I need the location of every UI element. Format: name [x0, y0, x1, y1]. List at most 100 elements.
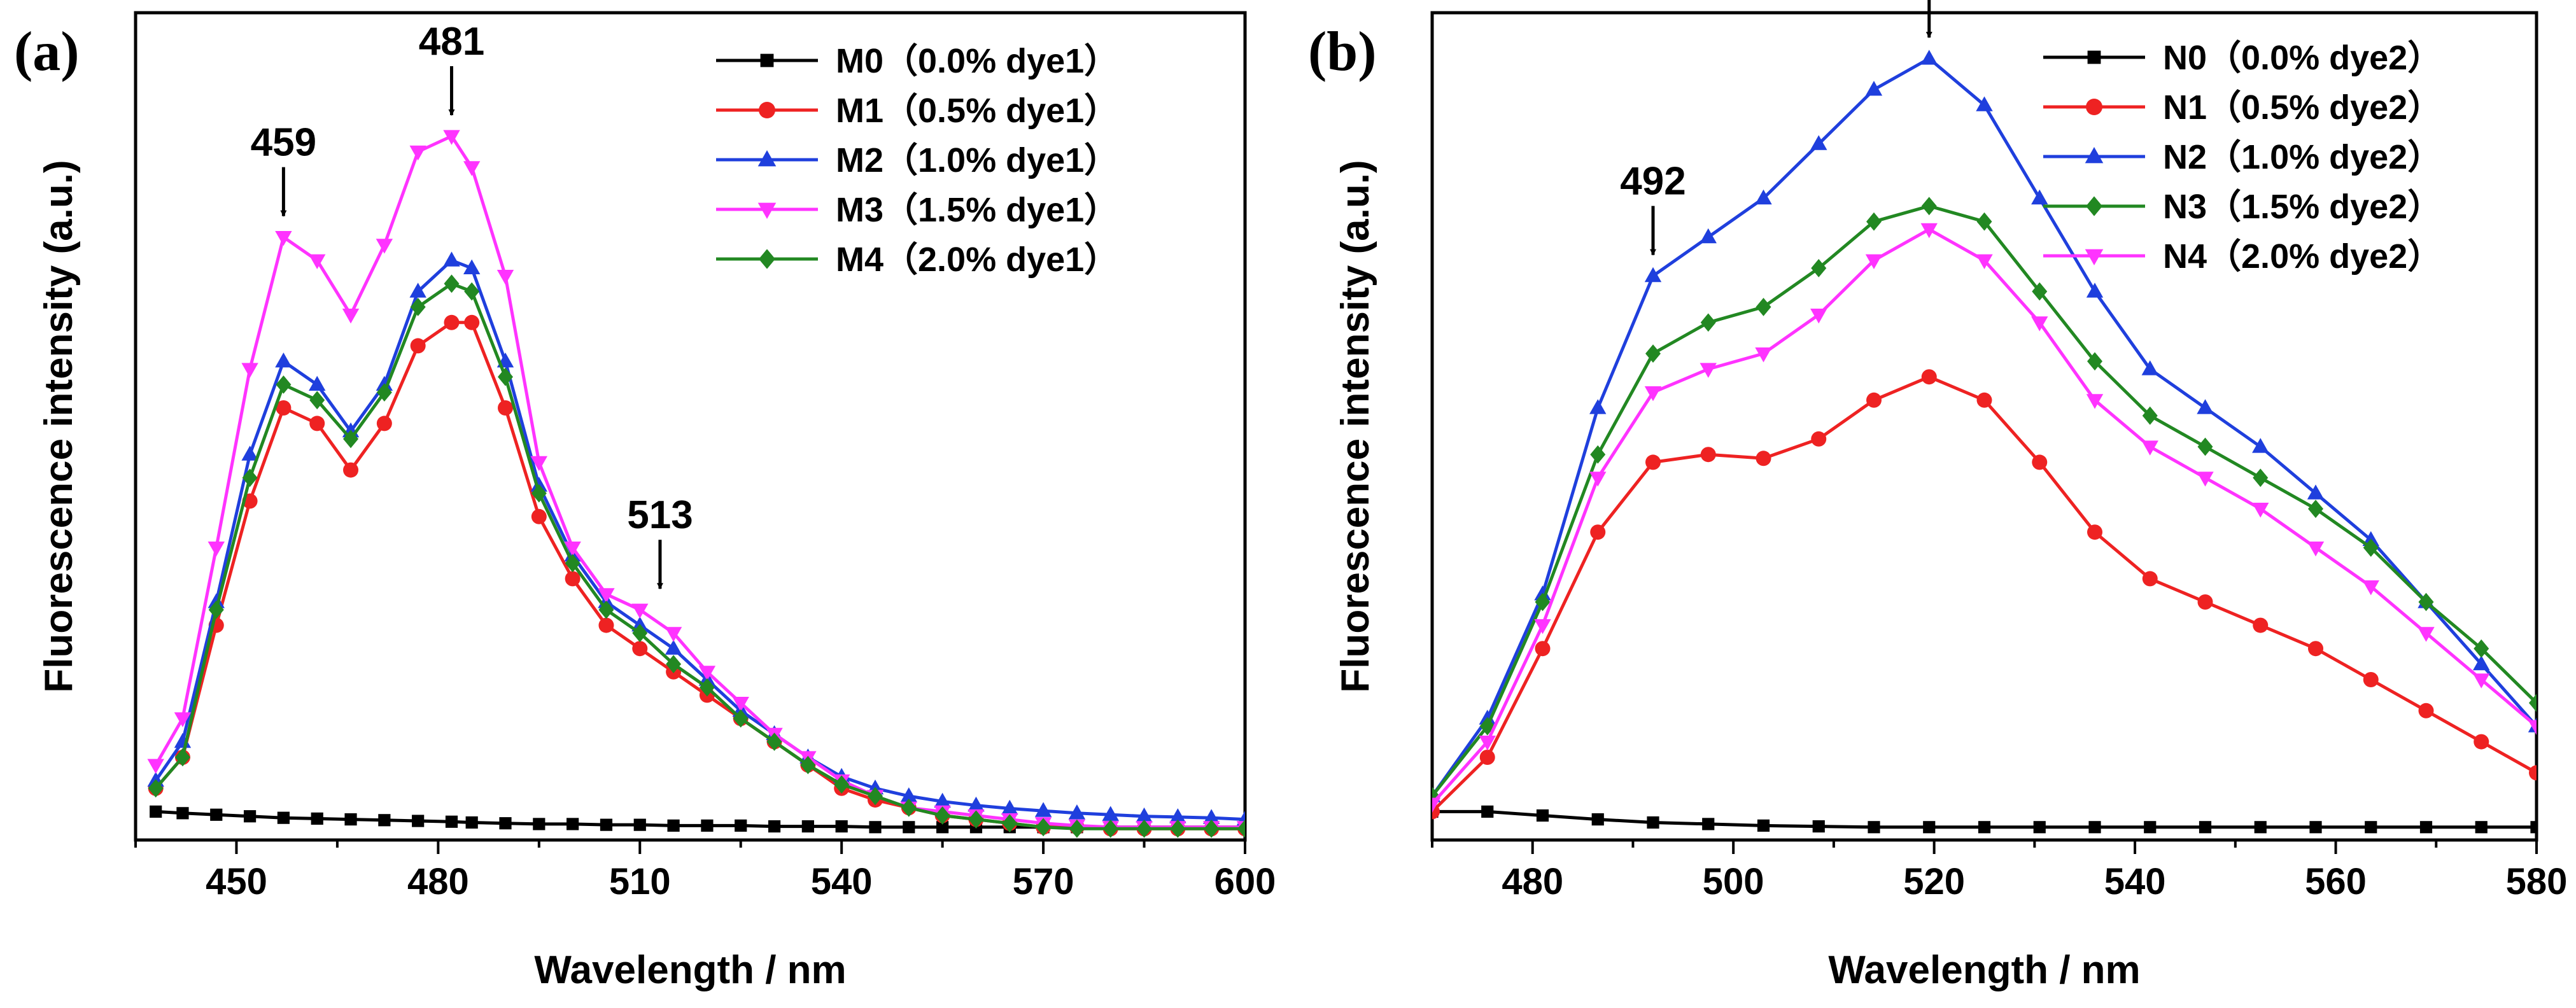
data-point	[2032, 282, 2048, 301]
data-point	[2197, 437, 2213, 456]
x-tick-label: 480	[407, 861, 469, 902]
data-point	[2144, 821, 2157, 834]
legend-label: N3（1.5% dye2）	[2163, 188, 2442, 226]
data-point	[309, 254, 326, 269]
legend-marker	[2086, 196, 2102, 216]
legend-marker	[2085, 249, 2104, 265]
legend-label: M4（2.0% dye1）	[836, 241, 1118, 279]
series-line	[154, 258, 1245, 822]
data-point	[1170, 819, 1186, 838]
data-point	[801, 820, 814, 833]
data-point	[2529, 694, 2537, 712]
data-point	[309, 375, 326, 391]
data-point	[1868, 821, 1880, 834]
data-point	[968, 796, 985, 812]
data-point	[444, 314, 460, 330]
data-point	[1700, 447, 1716, 463]
data-point	[174, 712, 192, 727]
annotation-label: 492	[1620, 160, 1686, 204]
legend-marker	[760, 53, 774, 67]
data-point	[698, 666, 716, 681]
x-tick-label: 580	[2506, 861, 2568, 902]
series-3	[1432, 197, 2537, 806]
data-point	[2473, 673, 2490, 689]
data-point	[311, 812, 323, 825]
data-point	[2418, 592, 2434, 612]
data-point	[2252, 438, 2269, 453]
legend-marker	[759, 102, 775, 118]
legend-label: N0（0.0% dye2）	[2163, 39, 2442, 77]
data-point	[2252, 503, 2269, 518]
data-point	[208, 542, 225, 557]
data-point	[1136, 807, 1153, 823]
panel-label: (b)	[1308, 21, 1377, 83]
data-point	[2528, 720, 2537, 735]
data-point	[2475, 821, 2488, 834]
x-tick-label: 450	[206, 861, 267, 902]
data-point	[2088, 821, 2101, 834]
data-point	[1479, 717, 1495, 736]
data-point	[869, 821, 882, 834]
x-tick-label: 540	[811, 861, 873, 902]
data-point	[2473, 655, 2490, 671]
data-point	[1136, 819, 1152, 838]
data-point	[666, 655, 682, 673]
data-point	[2087, 352, 2102, 371]
data-point	[174, 748, 190, 767]
data-point	[1102, 819, 1118, 838]
data-point	[1920, 50, 1938, 65]
data-point	[465, 816, 478, 829]
data-point	[633, 818, 646, 831]
data-point	[1923, 821, 1936, 834]
series-3	[147, 130, 1245, 836]
data-point	[2308, 500, 2323, 518]
data-point	[1812, 820, 1825, 833]
data-point	[1479, 750, 1495, 765]
data-point	[309, 391, 325, 410]
data-point	[2363, 672, 2379, 687]
data-point	[1204, 819, 1220, 838]
data-point	[834, 775, 850, 794]
data-point	[1036, 818, 1052, 837]
data-point	[1169, 808, 1186, 823]
data-point	[176, 807, 189, 820]
data-point	[665, 640, 682, 655]
data-point	[1755, 347, 1772, 363]
data-point	[1068, 804, 1086, 820]
legend-marker	[757, 202, 777, 219]
data-point	[2087, 524, 2102, 540]
data-point	[378, 814, 391, 827]
data-point	[2419, 821, 2433, 834]
data-point	[600, 818, 613, 831]
data-point	[2142, 406, 2158, 425]
x-tick-label: 480	[1502, 861, 1563, 902]
data-point	[444, 274, 460, 293]
data-point	[150, 805, 162, 818]
data-point	[275, 231, 292, 246]
data-point	[2254, 821, 2267, 834]
data-point	[531, 508, 547, 524]
data-point	[1811, 431, 1827, 447]
data-point	[701, 819, 714, 832]
data-point	[1034, 802, 1052, 817]
x-tick-label: 600	[1214, 861, 1276, 902]
series-1	[1432, 369, 2537, 820]
data-point	[1535, 592, 1551, 612]
data-point	[2365, 821, 2377, 834]
y-axis-title: Fluorescence intensity (a.u.)	[37, 160, 81, 692]
data-point	[1644, 386, 1662, 402]
annotation-label: 481	[419, 20, 484, 64]
data-point	[498, 400, 513, 416]
series-line	[154, 282, 1245, 830]
data-point	[1976, 212, 1992, 231]
chart-a: (a) 450 480 510 540 570 600 Wavelength / nm Fluo…	[14, 11, 1276, 992]
data-point	[2199, 821, 2212, 834]
legend-marker	[757, 150, 777, 167]
data-point	[2197, 399, 2214, 414]
data-point	[665, 627, 682, 642]
data-point	[499, 817, 512, 830]
data-point	[463, 161, 481, 176]
data-point	[2253, 617, 2269, 633]
data-point	[2530, 821, 2537, 834]
